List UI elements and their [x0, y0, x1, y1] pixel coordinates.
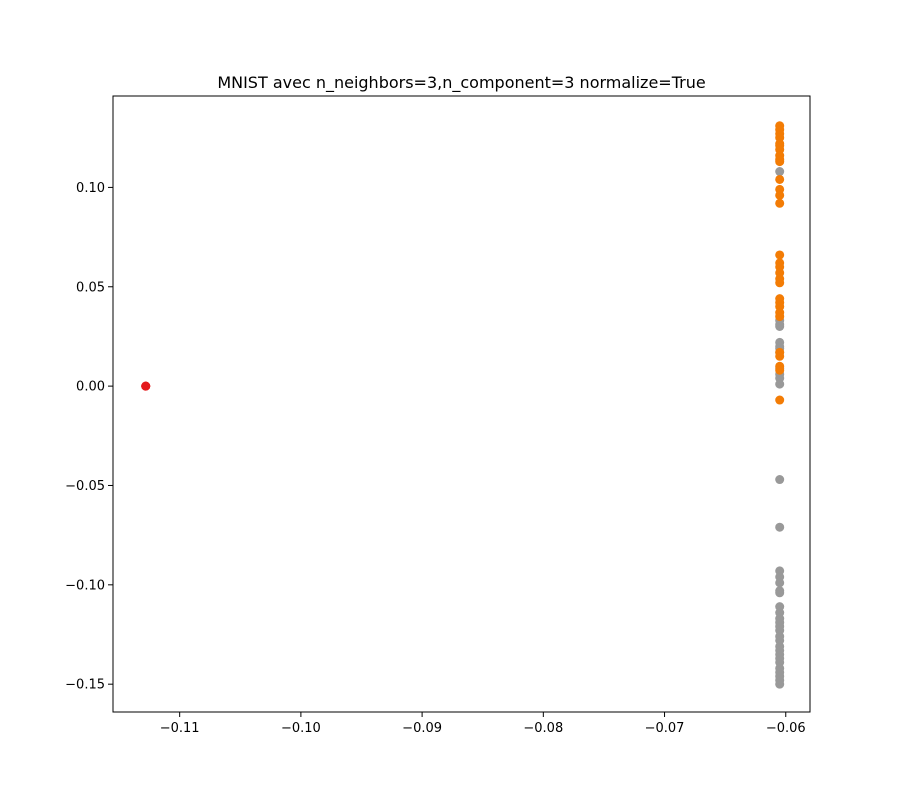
y-tick-label: 0.10: [76, 181, 105, 196]
data-point: [775, 167, 785, 177]
data-point: [775, 320, 785, 330]
x-tick-label: −0.07: [645, 721, 685, 736]
y-tick-label: −0.05: [65, 479, 105, 494]
y-tick-label: 0.05: [76, 280, 105, 295]
plot-frame: [112, 95, 811, 713]
data-point: [775, 475, 785, 485]
data-point: [775, 278, 785, 288]
x-tick-label: −0.10: [281, 721, 321, 736]
x-tick-label: −0.11: [160, 721, 200, 736]
y-tick-label: 0.00: [76, 380, 105, 395]
data-point: [775, 174, 785, 184]
points-layer: [141, 121, 785, 689]
data-point: [775, 588, 785, 598]
data-point: [775, 379, 785, 389]
y-axis: 0.10 0.05 0.00 −0.05 −0.10 −0.15: [65, 181, 113, 693]
x-axis: −0.11 −0.10 −0.09 −0.08 −0.07 −0.06: [160, 712, 806, 736]
x-tick-label: −0.09: [402, 721, 442, 736]
data-point: [775, 312, 785, 322]
chart-title: MNIST avec n_neighbors=3,n_component=3 n…: [217, 73, 705, 93]
data-point: [775, 250, 785, 260]
data-point: [775, 679, 785, 689]
data-point: [775, 522, 785, 532]
x-tick-label: −0.06: [766, 721, 806, 736]
data-point: [775, 141, 785, 151]
data-point: [775, 190, 785, 200]
data-point: [775, 578, 785, 588]
x-tick-label: −0.08: [523, 721, 563, 736]
y-tick-label: −0.15: [65, 678, 105, 693]
data-point: [775, 351, 785, 361]
y-tick-label: −0.10: [65, 578, 105, 593]
data-point: [775, 395, 785, 405]
data-point: [775, 198, 785, 208]
data-point: [775, 365, 785, 375]
data-point: [775, 155, 785, 165]
data-point: [141, 381, 151, 391]
